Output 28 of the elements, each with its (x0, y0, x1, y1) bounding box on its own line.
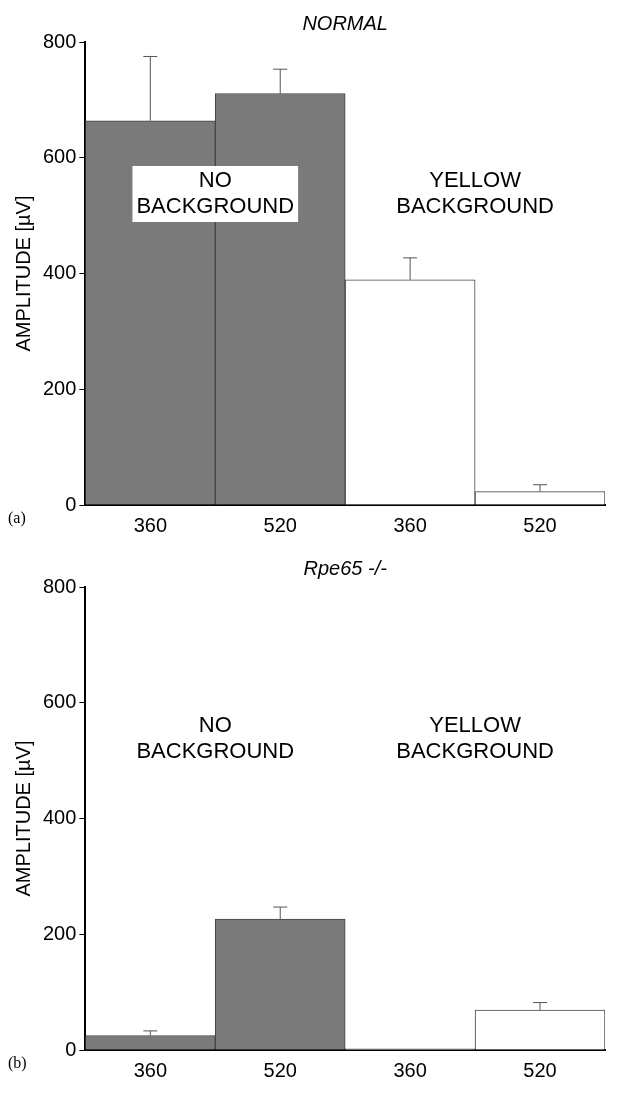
x-tick-label: 520 (263, 1058, 297, 1081)
y-tick-label: 600 (42, 145, 77, 168)
x-tick-label: 360 (133, 1058, 168, 1081)
x-tick-label: 520 (523, 1058, 557, 1081)
y-axis-title: AMPLITUDE [µV] (11, 740, 34, 897)
y-tick-label: 400 (42, 261, 77, 284)
x-tick-label: 520 (263, 513, 297, 536)
annotation: NO BACKGROUND (136, 166, 295, 218)
y-tick-label: 400 (42, 806, 77, 829)
y-tick-label: 600 (42, 690, 77, 713)
y-tick-label: 0 (65, 492, 77, 515)
y-tick-label: 200 (42, 921, 77, 944)
x-tick-label: 360 (133, 513, 168, 536)
y-tick-label: 0 (65, 1037, 77, 1060)
chart-title: NORMAL (302, 11, 388, 34)
text: (b) (8, 1054, 27, 1073)
y-tick-label: 800 (42, 574, 77, 597)
y-tick-label: 800 (42, 29, 77, 52)
text: (a) (8, 509, 26, 528)
annotation: NO BACKGROUND (136, 711, 295, 763)
y-tick-label: 200 (42, 376, 77, 399)
annotation: YELLOW BACKGROUND (396, 166, 554, 218)
chart-title: Rpe65 -/- (303, 556, 388, 579)
x-tick-label: 360 (393, 1058, 427, 1081)
annotation: YELLOW BACKGROUND (396, 711, 554, 763)
y-axis-title: AMPLITUDE [µV] (11, 195, 34, 352)
x-tick-label: 520 (523, 513, 557, 536)
x-tick-label: 360 (393, 513, 427, 536)
